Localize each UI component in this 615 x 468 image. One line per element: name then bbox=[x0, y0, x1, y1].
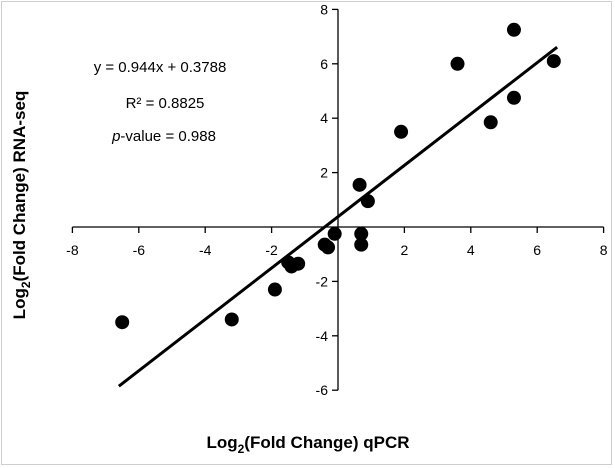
equation-annotation: y = 0.944x + 0.3788 bbox=[94, 59, 227, 76]
x-axis-title: Log2(Fold Change) qPCR bbox=[206, 433, 409, 456]
x-axis-title-suffix: (Fold Change) qPCR bbox=[244, 433, 409, 452]
data-point bbox=[546, 54, 561, 69]
y-axis-title-suffix: (Fold Change) RNA-seq bbox=[10, 91, 29, 282]
y-tick-label: 4 bbox=[320, 110, 328, 126]
y-tick-label: 2 bbox=[320, 165, 328, 181]
y-axis-title: Log2(Fold Change) RNA-seq bbox=[10, 91, 33, 320]
data-point bbox=[506, 90, 521, 105]
trendline bbox=[117, 46, 559, 388]
p-value-rest: -value = 0.988 bbox=[120, 128, 216, 145]
p-value-annotation: p-value = 0.988 bbox=[111, 128, 216, 145]
p-value-italic: p bbox=[111, 128, 120, 145]
y-tick-label: -6 bbox=[316, 382, 329, 398]
y-tick-label: 8 bbox=[320, 1, 328, 17]
x-axis-title-subscript: 2 bbox=[238, 442, 245, 456]
y-axis-title-subscript: 2 bbox=[19, 281, 33, 288]
data-point bbox=[394, 124, 409, 139]
x-tick-label: -8 bbox=[66, 242, 79, 258]
data-point bbox=[327, 226, 342, 241]
data-point bbox=[354, 226, 369, 241]
data-point bbox=[360, 194, 375, 209]
data-point bbox=[291, 256, 306, 271]
x-tick-label: 6 bbox=[533, 242, 541, 258]
data-point bbox=[450, 56, 465, 71]
y-tick-label: -4 bbox=[316, 328, 329, 344]
data-point bbox=[483, 115, 498, 130]
x-tick-label: -2 bbox=[265, 242, 278, 258]
x-axis-title-prefix: Log bbox=[206, 433, 237, 452]
y-tick-label: -2 bbox=[316, 273, 329, 289]
data-point bbox=[321, 240, 336, 255]
x-ticks: -8 -6 -4 -2 2 4 6 8 bbox=[66, 227, 608, 258]
x-tick-label: 2 bbox=[401, 242, 409, 258]
x-tick-label: 8 bbox=[600, 242, 608, 258]
axes-layer bbox=[72, 9, 604, 391]
y-tick-label: 6 bbox=[320, 56, 328, 72]
x-tick-label: 4 bbox=[467, 242, 475, 258]
data-points bbox=[115, 22, 561, 330]
data-point bbox=[352, 177, 367, 192]
y-ticks: -6 -4 -2 2 4 6 8 bbox=[316, 1, 338, 398]
data-point bbox=[354, 237, 369, 252]
data-point bbox=[267, 282, 282, 297]
data-point bbox=[115, 315, 130, 330]
y-axis-title-prefix: Log bbox=[10, 288, 29, 319]
x-tick-label: -6 bbox=[133, 242, 146, 258]
x-tick-label: -4 bbox=[199, 242, 212, 258]
data-point bbox=[506, 22, 521, 37]
data-point bbox=[224, 312, 239, 327]
r-squared-annotation: R² = 0.8825 bbox=[126, 95, 205, 112]
